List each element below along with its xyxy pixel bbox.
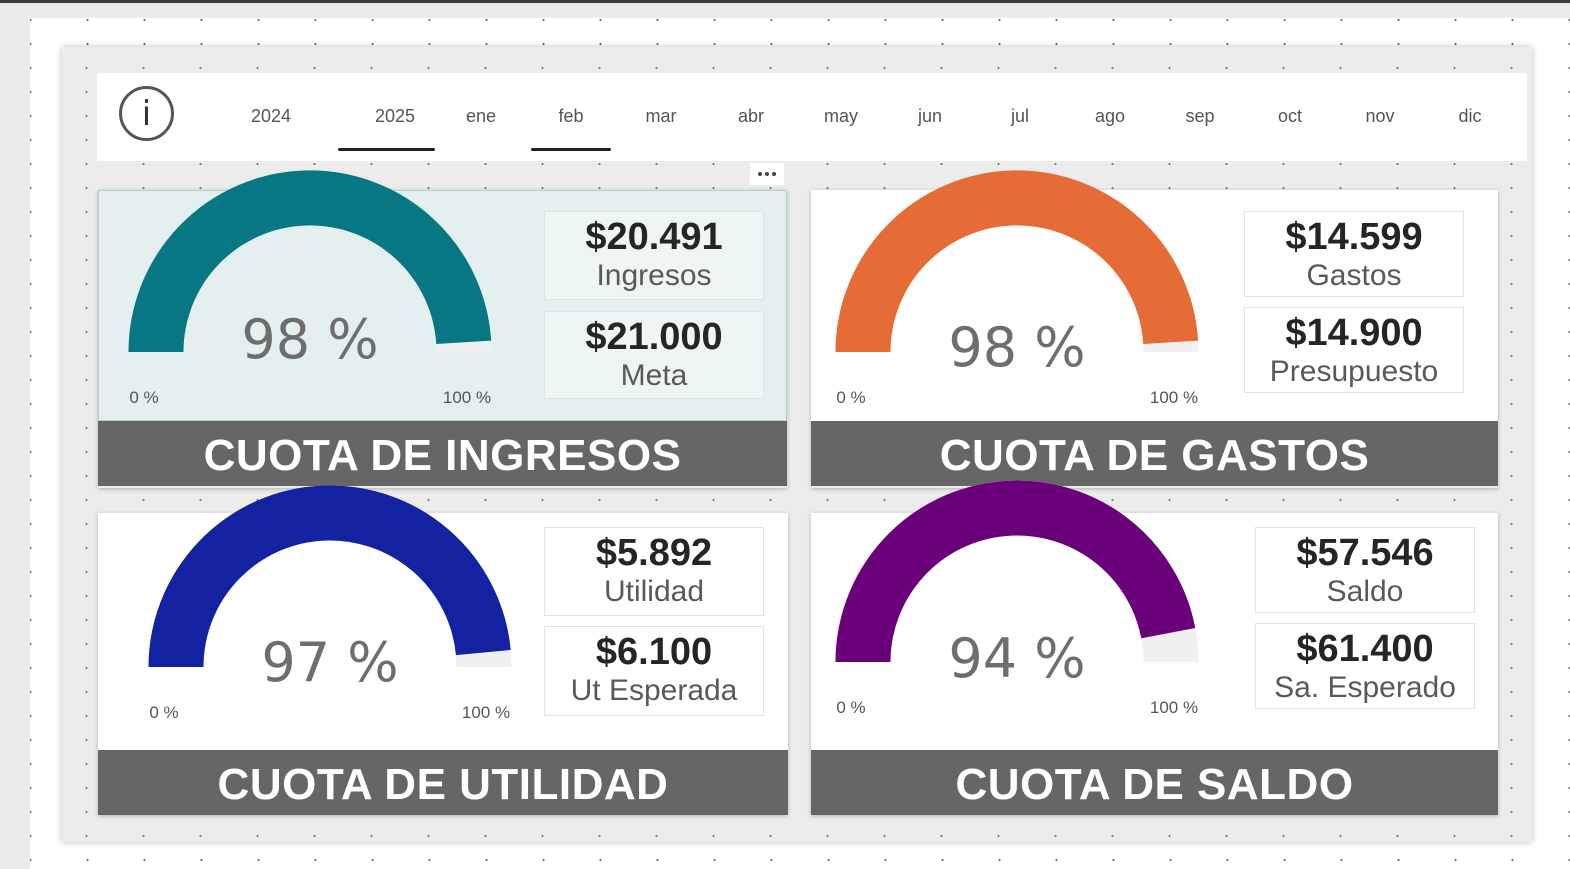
gauge-min-label: 0 % [149,703,178,722]
kpi-value: $14.900 [1285,312,1423,354]
kpi-value: $6.100 [595,631,713,673]
kpi-label: Gastos [1306,259,1402,292]
slicer-month-ene[interactable]: ene [465,106,497,126]
kpi-meta[interactable]: $21.000 Meta [544,311,764,399]
kpi-label: Ingresos [596,259,712,292]
card-title: CUOTA DE GASTOS [811,421,1498,486]
gauge-min-label: 0 % [836,698,865,717]
kpi-label: Saldo [1326,575,1404,608]
gauge-fill [128,170,492,353]
card-ingresos[interactable]: 98 % 0 % 100 % $20.491 Ingresos $21.000 … [98,170,787,488]
gauge-ingresos[interactable]: 98 % 0 % 100 % [98,170,787,421]
slicer-month-feb[interactable]: feb [558,106,584,126]
gauge-max-label: 100 % [443,388,491,407]
slicer-month-abr[interactable]: abr [737,106,765,126]
window-top-border [0,0,1570,3]
card-title: CUOTA DE SALDO [811,750,1498,815]
slicer-month-ago[interactable]: ago [1094,106,1126,126]
gauge-percent-label: 97 % [261,631,398,694]
gauge-max-label: 100 % [1150,698,1198,717]
kpi-label: Meta [620,359,688,392]
gauge-saldo[interactable]: 94 % 0 % 100 % [811,480,1498,750]
kpi-saldo[interactable]: $57.546 Saldo [1255,527,1475,613]
slicer-year-selected-underline [338,148,435,151]
card-saldo[interactable]: 94 % 0 % 100 % $57.546 Saldo $61.400 Sa.… [811,480,1498,815]
slicer-month-dic[interactable]: dic [1458,106,1482,126]
slicer-month-mar[interactable]: mar [645,106,677,126]
card-title: CUOTA DE UTILIDAD [98,750,788,815]
kpi-value: $5.892 [595,532,713,574]
slicer-month-jul[interactable]: jul [1010,106,1030,126]
kpi-value: $21.000 [585,316,723,358]
slicer-month-jun[interactable]: jun [917,106,943,126]
kpi-label: Utilidad [603,575,705,608]
kpi-ingresos[interactable]: $20.491 Ingresos [544,211,764,300]
kpi-gastos[interactable]: $14.599 Gastos [1244,211,1464,297]
card-utilidad[interactable]: 97 % 0 % 100 % $5.892 Utilidad $6.100 Ut… [98,485,788,815]
kpi-label: Presupuesto [1269,355,1439,388]
slicer-year-2025[interactable]: 2025 [374,106,416,126]
kpi-value: $57.546 [1296,532,1434,574]
gauge-max-label: 100 % [1150,388,1198,407]
gauge-percent-label: 98 % [241,308,378,371]
info-icon[interactable]: i [119,86,174,141]
gauge-fill [148,485,511,668]
kpi-label: Sa. Esperado [1274,671,1456,704]
kpi-sa-esperado[interactable]: $61.400 Sa. Esperado [1255,623,1475,709]
slicer-month-may[interactable]: may [823,106,859,126]
slicer-month-nov[interactable]: nov [1365,106,1395,126]
gauge-fill [835,170,1199,353]
gauge-fill [835,480,1196,663]
kpi-presupuesto[interactable]: $14.900 Presupuesto [1244,307,1464,393]
gauge-min-label: 0 % [836,388,865,407]
slicer-month-oct[interactable]: oct [1277,106,1303,126]
slicer-month-selected-underline [531,148,611,151]
gauge-gastos[interactable]: 98 % 0 % 100 % [811,170,1498,421]
gauge-max-label: 100 % [462,703,510,722]
more-options-icon[interactable] [750,163,784,185]
date-slicer [97,73,1527,161]
kpi-label: Ut Esperada [570,674,738,707]
kpi-value: $61.400 [1296,628,1434,670]
gauge-utilidad[interactable]: 97 % 0 % 100 % [98,485,788,750]
kpi-value: $14.599 [1285,216,1423,258]
kpi-utilidad[interactable]: $5.892 Utilidad [544,527,764,616]
gauge-percent-label: 98 % [948,316,1085,379]
kpi-ut-esperada[interactable]: $6.100 Ut Esperada [544,626,764,716]
gauge-min-label: 0 % [129,388,158,407]
slicer-year-2024[interactable]: 2024 [250,106,292,126]
card-title: CUOTA DE INGRESOS [98,421,787,486]
card-gastos[interactable]: 98 % 0 % 100 % $14.599 Gastos $14.900 Pr… [811,170,1498,488]
slicer-month-sep[interactable]: sep [1185,106,1215,126]
kpi-value: $20.491 [585,216,723,258]
gauge-percent-label: 94 % [948,627,1085,690]
